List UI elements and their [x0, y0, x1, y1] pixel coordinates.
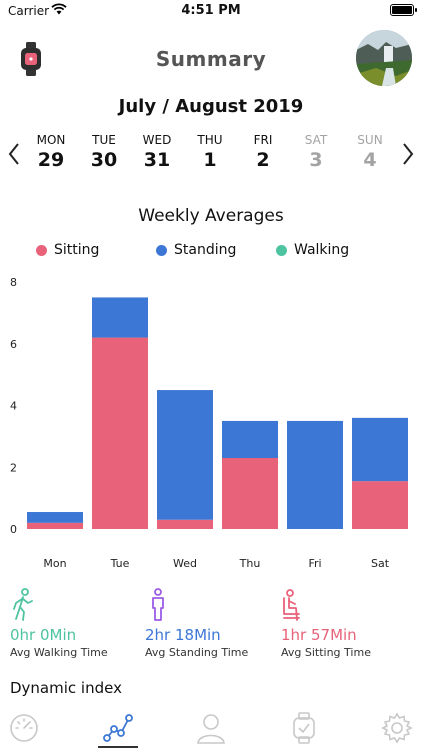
day-number: 1: [203, 149, 217, 171]
status-bar: Carrier 4:51 PM: [0, 0, 422, 22]
previous-week-button[interactable]: [4, 141, 24, 167]
dynamic-index-title: Dynamic index: [10, 679, 122, 697]
bar-standing-sat: [352, 417, 408, 482]
bar-sitting-tue: [92, 337, 148, 529]
bar-standing-mon: [27, 512, 83, 523]
y-tick-label: 0: [10, 523, 17, 536]
day-thu[interactable]: THU 1: [185, 133, 235, 171]
chart-title: Weekly Averages: [138, 206, 284, 226]
legend-sitting: Sitting: [36, 242, 99, 258]
avg-walking-value: 0hr 0Min: [10, 626, 77, 644]
page-title: Summary: [155, 47, 267, 71]
x-tick-label: Sat: [371, 557, 390, 570]
bar-standing-fri: [287, 420, 343, 529]
chevron-left-icon: [8, 143, 19, 165]
gear-icon: [381, 712, 413, 744]
x-tick-label: Thu: [239, 557, 261, 570]
day-name: MON: [36, 133, 66, 147]
tab-bar: [0, 708, 422, 750]
day-mon[interactable]: MON 29: [26, 133, 76, 171]
day-number: 31: [143, 149, 171, 171]
tab-dashboard[interactable]: [4, 712, 44, 748]
carrier-label: Carrier: [8, 4, 50, 18]
x-tick-label: Fri: [308, 557, 321, 570]
day-number: 3: [309, 149, 323, 171]
bar-sitting-mon: [27, 522, 83, 529]
avg-standing-label: Avg Standing Time: [145, 646, 249, 659]
status-time: 4:51 PM: [181, 3, 241, 18]
graph-icon: [103, 714, 133, 742]
walking-person-icon: [13, 588, 33, 621]
day-sat[interactable]: SAT 3: [291, 133, 341, 171]
chevron-right-icon: [403, 143, 414, 165]
legend-walking: Walking: [276, 242, 349, 258]
wifi-icon: [51, 3, 67, 15]
day-name: TUE: [92, 133, 116, 147]
bar-standing-tue: [92, 297, 148, 338]
day-number: 2: [256, 149, 270, 171]
day-tue[interactable]: TUE 30: [79, 133, 129, 171]
watch-icon[interactable]: [20, 42, 42, 76]
x-tick-label: Mon: [43, 557, 66, 570]
date-range-title: July / August 2019: [118, 96, 304, 117]
avatar-image: [356, 30, 412, 86]
tab-device[interactable]: [284, 712, 324, 748]
avg-sitting-stat: 1hr 57Min Avg Sitting Time: [281, 588, 421, 659]
battery-icon: [390, 4, 417, 16]
standing-person-icon: [152, 588, 164, 621]
watch-outline-icon: [293, 712, 315, 744]
avatar[interactable]: [356, 30, 412, 86]
day-name: THU: [197, 133, 223, 147]
day-name: WED: [142, 133, 172, 147]
legend-label: Sitting: [54, 242, 100, 258]
y-tick-label: 6: [10, 338, 17, 351]
day-number: 30: [90, 149, 118, 171]
legend-dot: [276, 244, 287, 256]
day-name: SAT: [304, 133, 328, 147]
y-tick-label: 4: [10, 400, 17, 413]
tab-settings[interactable]: [377, 712, 417, 748]
tab-profile[interactable]: [191, 712, 231, 748]
legend-dot: [36, 244, 47, 256]
legend-label: Walking: [294, 242, 350, 258]
avg-walking-label: Avg Walking Time: [10, 646, 108, 659]
day-sun[interactable]: SUN 4: [345, 133, 395, 171]
next-week-button[interactable]: [398, 141, 418, 167]
day-fri[interactable]: FRI 2: [238, 133, 288, 171]
day-name: FRI: [253, 133, 273, 147]
x-tick-label: Tue: [110, 557, 130, 570]
day-name: SUN: [357, 133, 383, 147]
avg-standing-value: 2hr 18Min: [145, 626, 221, 644]
legend-label: Standing: [174, 242, 237, 258]
bar-sitting-wed: [157, 519, 213, 529]
legend-standing: Standing: [156, 242, 236, 258]
bar-standing-thu: [222, 420, 278, 458]
avg-standing-stat: 2hr 18Min Avg Standing Time: [145, 588, 285, 659]
person-icon: [197, 714, 225, 744]
y-tick-label: 2: [10, 461, 17, 474]
weekly-averages-chart: 8 6 4 2 0 Mon Tue Wed Thu Fri Sat: [10, 276, 408, 570]
legend-dot: [156, 244, 167, 256]
speedometer-icon: [10, 714, 38, 742]
y-tick-label: 8: [10, 276, 17, 289]
bar-standing-wed: [157, 390, 213, 520]
avg-sitting-label: Avg Sitting Time: [281, 646, 371, 659]
x-tick-label: Wed: [173, 557, 197, 570]
day-number: 4: [363, 149, 377, 171]
header: Summary: [0, 30, 422, 88]
tab-graph[interactable]: [98, 712, 138, 748]
avg-walking-stat: 0hr 0Min Avg Walking Time: [10, 588, 150, 659]
bar-sitting-thu: [222, 457, 278, 529]
day-wed[interactable]: WED 31: [132, 133, 182, 171]
sitting-person-icon: [283, 589, 300, 621]
avg-sitting-value: 1hr 57Min: [281, 626, 357, 644]
day-number: 29: [37, 149, 65, 171]
bar-sitting-sat: [352, 481, 408, 529]
